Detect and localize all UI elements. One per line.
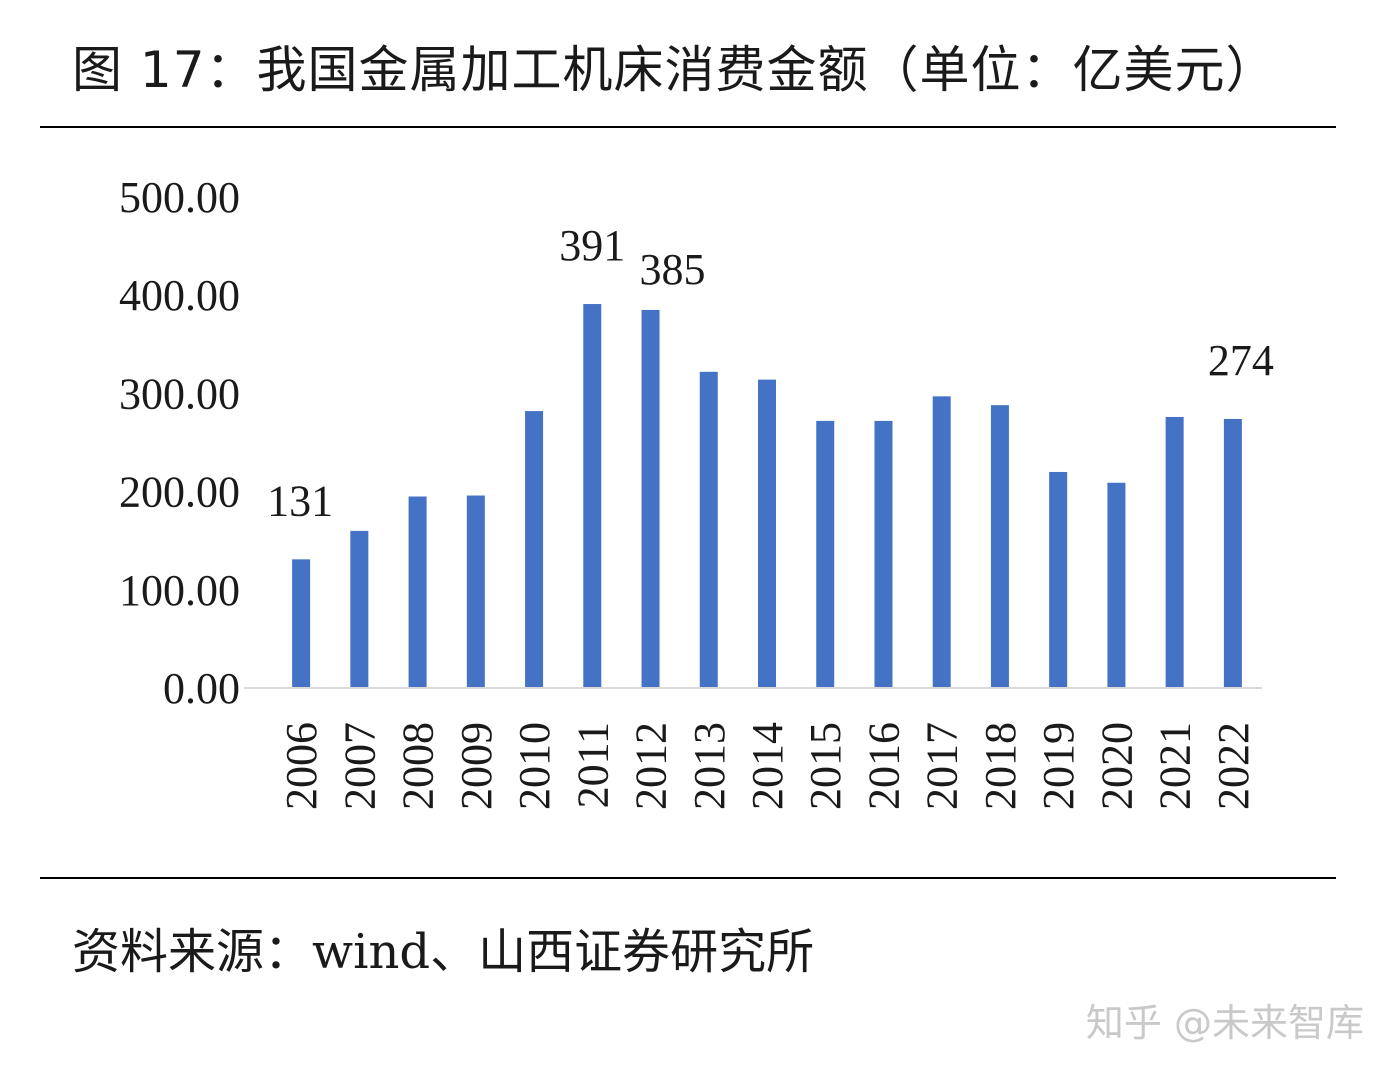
y-tick-label: 300.00 — [119, 369, 240, 418]
x-tick-label: 2008 — [394, 722, 443, 810]
x-tick-label: 2015 — [801, 722, 850, 810]
bar-2009 — [466, 495, 485, 688]
y-axis: 0.00 100.00 200.00 300.00 400.00 500.00 — [119, 173, 240, 713]
x-tick-label: 2019 — [1034, 722, 1083, 810]
x-tick-label: 2018 — [976, 722, 1025, 810]
bar-2021 — [1165, 416, 1184, 688]
bar-2011 — [583, 304, 602, 688]
y-tick-label: 400.00 — [119, 271, 240, 320]
bar-2015 — [816, 420, 835, 688]
bar-2018 — [990, 405, 1009, 688]
x-axis: 2006 2007 2008 2009 2010 2011 2012 2013 2014 2015… — [277, 722, 1258, 810]
bar-2019 — [1049, 471, 1068, 688]
x-tick-label: 2009 — [452, 722, 501, 810]
y-tick-label: 100.00 — [119, 566, 240, 615]
bar-2012 — [641, 309, 660, 688]
x-tick-label: 2014 — [743, 722, 792, 810]
x-tick-label: 2017 — [918, 722, 967, 810]
bar-2020 — [1107, 482, 1126, 688]
bar-2013 — [699, 371, 718, 688]
source-text: wind、山西证券研究所 — [312, 924, 815, 980]
x-tick-label: 2021 — [1151, 722, 1200, 810]
x-tick-label: 2013 — [685, 722, 734, 810]
bar-2008 — [408, 496, 427, 688]
bar-series — [292, 304, 1242, 688]
source-label: 资料来源： — [72, 924, 313, 980]
data-label-2011: 391 — [559, 221, 625, 270]
bottom-divider — [40, 877, 1336, 879]
x-tick-label: 2012 — [627, 722, 676, 810]
bar-2007 — [350, 530, 369, 688]
bar-2014 — [758, 379, 776, 688]
chart-title: 图 17：我国金属加工机床消费金额（单位：亿美元） — [72, 41, 1277, 99]
data-label-2022: 274 — [1208, 336, 1274, 385]
x-tick-label: 2022 — [1209, 722, 1258, 810]
x-tick-label: 2016 — [859, 722, 908, 810]
data-labels: 131 391 385 274 — [267, 221, 1274, 525]
data-label-2006: 131 — [267, 476, 333, 525]
bar-2016 — [874, 420, 893, 688]
y-tick-label: 0.00 — [163, 664, 240, 713]
watermark: 知乎 @未来智库 — [1085, 1001, 1364, 1045]
x-tick-label: 2007 — [335, 722, 384, 810]
top-divider — [40, 126, 1336, 128]
bar-2017 — [932, 396, 951, 688]
source-note: 资料来源：wind、山西证券研究所 — [72, 912, 814, 982]
bar-2022 — [1223, 418, 1242, 688]
x-tick-label: 2010 — [510, 722, 559, 810]
y-tick-label: 200.00 — [119, 468, 240, 517]
bar-2010 — [525, 411, 544, 688]
x-tick-label: 2011 — [568, 722, 617, 808]
bar-2006 — [292, 559, 311, 688]
bar-chart: 0.00 100.00 200.00 300.00 400.00 500.00 131 39… — [119, 173, 1274, 810]
x-tick-label: 2006 — [277, 722, 326, 810]
y-tick-label: 500.00 — [119, 173, 240, 222]
data-label-2012: 385 — [640, 245, 706, 294]
x-tick-label: 2020 — [1092, 722, 1141, 810]
